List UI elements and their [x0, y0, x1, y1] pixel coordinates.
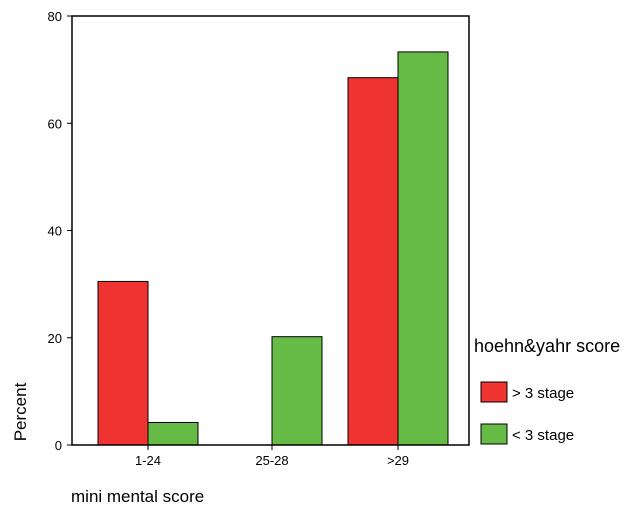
- y-axis-label: Percent: [11, 382, 30, 441]
- y-tick-label: 40: [48, 224, 62, 239]
- legend-title: hoehn&yahr score: [474, 336, 620, 356]
- legend-swatch-2: [480, 423, 508, 445]
- bars-group: [97, 51, 449, 446]
- bar-series-2-2: [271, 336, 323, 446]
- y-axis-ticks: 0 20 40 60 80: [48, 9, 72, 453]
- legend-items: > 3 stage < 3 stage: [480, 381, 574, 445]
- x-axis-label: mini mental score: [71, 487, 204, 506]
- y-tick-label: 0: [55, 438, 62, 453]
- x-axis-ticks: 1-24 25-28 >29: [135, 445, 409, 468]
- bar-series-2-3: [397, 51, 449, 446]
- y-tick-label: 80: [48, 9, 62, 24]
- bar-series-1-3: [347, 77, 399, 446]
- legend-label-2: < 3 stage: [512, 427, 574, 444]
- x-tick-label: 25-28: [255, 453, 288, 468]
- bar-series-2-1: [147, 421, 199, 446]
- legend: hoehn&yahr score > 3 stage < 3 stage: [474, 336, 620, 445]
- x-tick-label: >29: [387, 453, 409, 468]
- bar-series-1-1: [97, 280, 149, 446]
- y-tick-label: 60: [48, 116, 62, 131]
- legend-label-1: > 3 stage: [512, 385, 574, 402]
- y-tick-label: 20: [48, 331, 62, 346]
- x-tick-label: 1-24: [135, 453, 161, 468]
- legend-swatch-1: [480, 381, 508, 403]
